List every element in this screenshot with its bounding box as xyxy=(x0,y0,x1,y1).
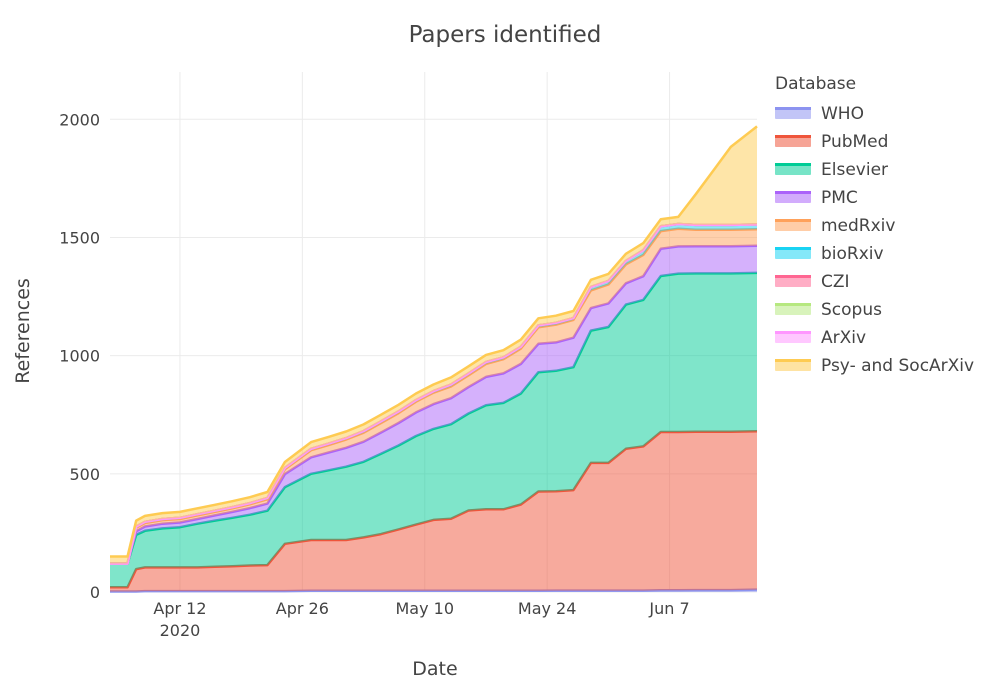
legend-item[interactable]: Scopus xyxy=(775,296,974,324)
legend-label: CZI xyxy=(821,272,850,292)
legend-swatch xyxy=(775,275,811,287)
x-tick-label: May 24 xyxy=(518,599,577,618)
legend: Database WHO PubMed Elsevier PMC medRxiv bioR… xyxy=(775,74,974,380)
y-tick-label: 1000 xyxy=(59,347,100,366)
legend-items: WHO PubMed Elsevier PMC medRxiv bioRxiv CZI Sco… xyxy=(775,100,974,380)
legend-item[interactable]: PubMed xyxy=(775,128,974,156)
legend-title: Database xyxy=(775,74,857,94)
legend-swatch xyxy=(775,135,811,147)
legend-label: bioRxiv xyxy=(821,244,884,264)
x-axis-label: Date xyxy=(412,658,457,680)
x-tick-label: Apr 26 xyxy=(276,599,329,618)
legend-item[interactable]: Elsevier xyxy=(775,156,974,184)
y-tick-label: 500 xyxy=(69,465,100,484)
legend-swatch xyxy=(775,331,811,343)
area-pubmed xyxy=(110,431,757,592)
x-tick-label: Apr 12 xyxy=(153,599,206,618)
legend-item[interactable]: medRxiv xyxy=(775,212,974,240)
y-tick-label: 1500 xyxy=(59,228,100,247)
legend-item[interactable]: ArXiv xyxy=(775,324,974,352)
legend-label: WHO xyxy=(821,104,864,124)
x-tick-label: Jun 7 xyxy=(648,599,689,618)
axis-ticks: 0 500 1000 1500 2000 Apr 12 2020 Apr 26 May 10 Ma… xyxy=(59,110,689,640)
chart-title: Papers identified xyxy=(409,22,602,48)
line-psy-and-socarxiv xyxy=(110,125,758,558)
legend-item[interactable]: WHO xyxy=(775,100,974,128)
x-tick-label: May 10 xyxy=(395,599,454,618)
legend-swatch xyxy=(775,247,811,259)
legend-swatch xyxy=(775,219,811,231)
legend-label: medRxiv xyxy=(821,216,896,236)
y-tick-label: 2000 xyxy=(59,110,100,129)
legend-swatch xyxy=(775,163,811,175)
legend-item[interactable]: PMC xyxy=(775,184,974,212)
y-axis-label: References xyxy=(12,278,34,384)
area-medrxiv xyxy=(110,228,757,564)
legend-label: ArXiv xyxy=(821,328,867,348)
legend-swatch xyxy=(775,107,811,119)
legend-swatch xyxy=(775,303,811,315)
legend-label: Scopus xyxy=(821,300,882,320)
legend-item[interactable]: CZI xyxy=(775,268,974,296)
legend-label: Psy- and SocArXiv xyxy=(821,356,975,376)
legend-swatch xyxy=(775,191,811,203)
legend-swatch xyxy=(775,359,811,371)
legend-label: PubMed xyxy=(821,132,889,152)
legend-item[interactable]: bioRxiv xyxy=(775,240,974,268)
legend-label: PMC xyxy=(821,188,858,208)
legend-label: Elsevier xyxy=(821,160,889,180)
x-tick-sublabel: 2020 xyxy=(160,621,201,640)
plot-areas xyxy=(110,125,758,593)
legend-item[interactable]: Psy- and SocArXiv xyxy=(775,352,974,380)
y-tick-label: 0 xyxy=(90,583,100,602)
